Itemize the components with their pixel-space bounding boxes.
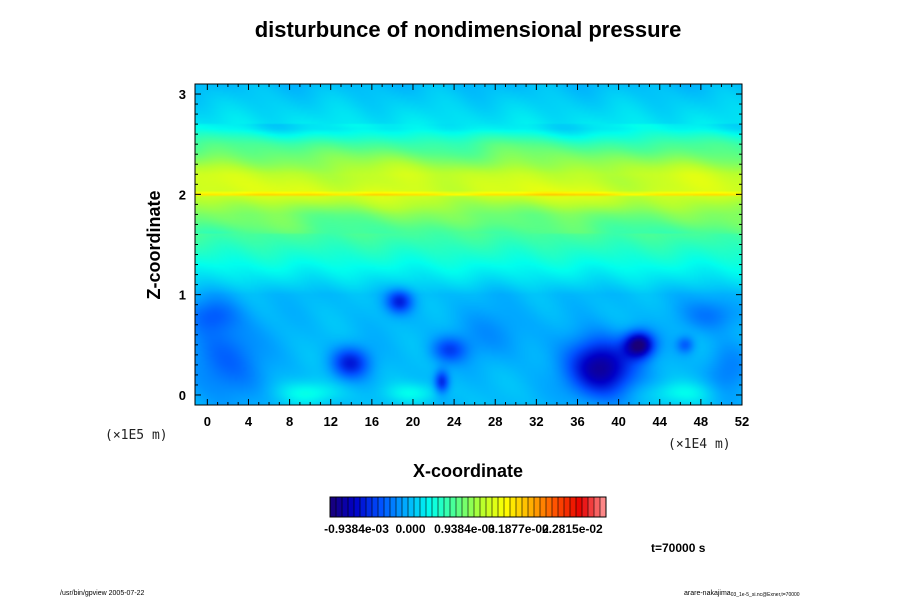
- colorbar-segment: [498, 497, 505, 517]
- colorbar-segment: [450, 497, 457, 517]
- colorbar-segment: [576, 497, 583, 517]
- chart-title: disturbunce of nondimensional pressure: [255, 17, 682, 42]
- colorbar-segment: [396, 497, 403, 517]
- colorbar-segment: [480, 497, 487, 517]
- colorbar-segment: [528, 497, 535, 517]
- y-tick-label: 2: [179, 187, 186, 202]
- colorbar-segment: [588, 497, 595, 517]
- colorbar-segments: [330, 497, 607, 517]
- y-tick-label: 0: [179, 388, 186, 403]
- colorbar-segment: [456, 497, 463, 517]
- colorbar-segment: [468, 497, 475, 517]
- x-tick-label: 24: [447, 414, 462, 429]
- colorbar-segment: [492, 497, 499, 517]
- colorbar-label: 0.2815e-02: [542, 522, 603, 536]
- colorbar-segment: [570, 497, 577, 517]
- x-axis-scale-label: (×1E4 m): [668, 437, 731, 452]
- colorbar-segment: [594, 497, 601, 517]
- colorbar-segment: [504, 497, 511, 517]
- x-tick-label: 44: [653, 414, 668, 429]
- x-tick-label: 20: [406, 414, 420, 429]
- footer-left: /usr/bin/gpview 2005-07-22: [60, 590, 145, 597]
- colorbar: -0.9384e-03 0.000 0.9384e-030.1877e-020.28…: [324, 496, 607, 536]
- y-axis-title: Z-coordinate: [144, 190, 164, 299]
- x-tick-label: 0: [204, 414, 211, 429]
- colorbar-segment: [384, 497, 391, 517]
- x-tick-label: 28: [488, 414, 502, 429]
- y-axis-scale-label: (×1E5 m): [105, 428, 168, 443]
- colorbar-segment: [402, 497, 409, 517]
- colorbar-segment: [564, 497, 571, 517]
- x-axis-ticks: [206, 84, 743, 405]
- colorbar-segment: [372, 497, 379, 517]
- colorbar-segment: [534, 497, 541, 517]
- colorbar-segment: [462, 497, 469, 517]
- colorbar-segment: [408, 497, 415, 517]
- colorbar-segment: [426, 497, 433, 517]
- x-tick-label: 4: [245, 414, 253, 429]
- colorbar-segment: [378, 497, 385, 517]
- colorbar-segment: [582, 497, 589, 517]
- x-tick-label: 16: [365, 414, 379, 429]
- x-tick-label: 52: [735, 414, 749, 429]
- x-tick-label: 32: [529, 414, 543, 429]
- footer-right-main: arare-nakajima: [684, 590, 731, 597]
- colorbar-segment: [348, 497, 355, 517]
- x-tick-label: 8: [286, 414, 293, 429]
- x-tick-label: 36: [570, 414, 584, 429]
- colorbar-label: 0.1877e-02: [488, 522, 549, 536]
- colorbar-segment: [438, 497, 445, 517]
- y-axis-tick-labels: 0 1 2 3: [179, 87, 186, 403]
- colorbar-segment: [342, 497, 349, 517]
- colorbar-segment: [354, 497, 361, 517]
- colorbar-segment: [414, 497, 421, 517]
- colorbar-segment: [360, 497, 367, 517]
- colorbar-segment: [522, 497, 529, 517]
- colorbar-segment: [474, 497, 481, 517]
- footer-right: arare-nakajima03_1e-5_si.nc@Exner,t=7000…: [684, 590, 800, 598]
- colorbar-segment: [510, 497, 517, 517]
- colorbar-segment: [552, 497, 559, 517]
- x-axis-title: X-coordinate: [413, 461, 523, 481]
- x-tick-label: 48: [694, 414, 708, 429]
- colorbar-segment: [516, 497, 523, 517]
- colorbar-segment: [444, 497, 451, 517]
- colorbar-segment: [366, 497, 373, 517]
- colorbar-segment: [540, 497, 547, 517]
- colorbar-segment: [546, 497, 553, 517]
- footer-right-sub: 03_1e-5_si.nc@Exner,t=70000: [731, 592, 800, 598]
- x-tick-label: 40: [611, 414, 625, 429]
- colorbar-label: 0.000: [395, 522, 425, 536]
- x-axis-tick-labels: 0 4 8 12 16 20 24 28 32 36 40 44 48 52: [204, 414, 750, 429]
- colorbar-segment: [330, 497, 337, 517]
- colorbar-label: 0.9384e-03: [434, 522, 495, 536]
- y-tick-label: 1: [179, 288, 186, 303]
- time-label: t=70000 s: [651, 541, 706, 555]
- colorbar-label: -0.9384e-03: [324, 522, 389, 536]
- y-axis-ticks: [195, 83, 742, 406]
- colorbar-segment: [558, 497, 565, 517]
- colorbar-frame: [329, 496, 607, 518]
- colorbar-segment: [420, 497, 427, 517]
- heatmap-field: [195, 84, 742, 405]
- colorbar-segment: [432, 497, 439, 517]
- colorbar-segment: [336, 497, 343, 517]
- colorbar-labels: -0.9384e-03 0.000 0.9384e-030.1877e-020.28…: [324, 522, 603, 536]
- colorbar-segment: [390, 497, 397, 517]
- colorbar-segment: [600, 497, 607, 517]
- colorbar-segment: [486, 497, 493, 517]
- y-tick-label: 3: [179, 87, 186, 102]
- x-tick-label: 12: [323, 414, 337, 429]
